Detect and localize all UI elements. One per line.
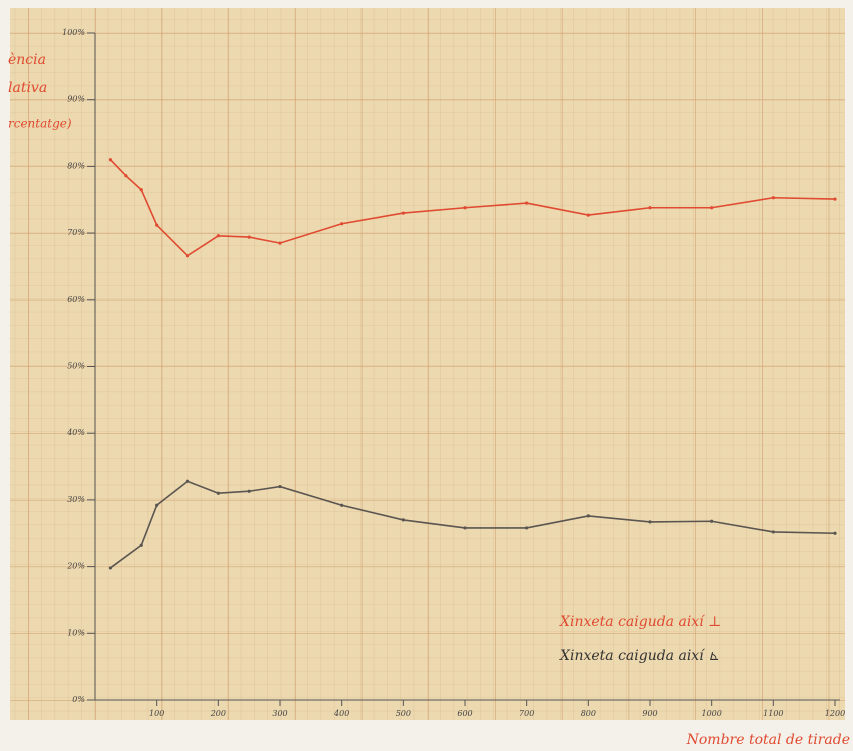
y-tick-label: 60% (67, 295, 85, 304)
y-tick-label: 80% (67, 161, 85, 170)
point (525, 526, 528, 529)
y-tick-label: 40% (66, 428, 85, 437)
point (155, 504, 158, 507)
point (140, 188, 143, 191)
chart: ència lativa rcentatge) Nombre total de … (0, 0, 853, 751)
x-tick-label: 1100 (763, 709, 783, 718)
x-tick-label: 700 (519, 709, 534, 718)
y-tick-label: 50% (67, 362, 85, 371)
point (772, 196, 775, 199)
y-tick-label: 20% (66, 562, 85, 571)
legend-label: Xinxeta caiguda així ⊾ (559, 648, 720, 664)
point (186, 254, 189, 257)
point (248, 236, 251, 239)
x-tick-label: 800 (581, 709, 596, 718)
point (109, 566, 112, 569)
legend-label: Xinxeta caiguda així ⊥ (559, 614, 721, 630)
x-tick-label: 1200 (825, 709, 845, 718)
point (833, 532, 836, 535)
point (710, 520, 713, 523)
point (140, 544, 143, 547)
point (587, 213, 590, 216)
point (278, 242, 281, 245)
point (278, 485, 281, 488)
x-tick-label: 500 (396, 709, 411, 718)
x-tick-label: 300 (272, 709, 287, 718)
point (463, 526, 466, 529)
point (587, 514, 590, 517)
y-tick-label: 10% (67, 628, 85, 637)
y-tick-label: 0% (72, 695, 85, 704)
x-tick-label: 600 (457, 709, 472, 718)
x-tick-label: 200 (210, 709, 226, 718)
x-tick-label: 1000 (701, 709, 721, 718)
x-tick-label: 100 (149, 709, 164, 718)
x-axis-title: Nombre total de tirade (686, 732, 850, 748)
y-tick-label: 90% (67, 95, 85, 104)
x-tick-label: 400 (333, 709, 349, 718)
point (648, 206, 651, 209)
point (217, 234, 220, 237)
point (124, 174, 127, 177)
y-axis-title: lativa (8, 80, 47, 96)
point (248, 490, 251, 493)
x-tick-label: 900 (642, 709, 657, 718)
y-axis-title: rcentatge) (8, 117, 72, 131)
y-tick-label: 30% (67, 495, 85, 504)
point (217, 492, 220, 495)
page: ència lativa rcentatge) Nombre total de … (0, 0, 853, 751)
point (402, 518, 405, 521)
y-tick-label: 70% (67, 228, 85, 237)
point (772, 530, 775, 533)
point (109, 158, 112, 161)
point (186, 480, 189, 483)
point (463, 206, 466, 209)
point (648, 520, 651, 523)
point (155, 223, 158, 226)
point (340, 504, 343, 507)
y-tick-label: 100% (62, 28, 85, 37)
point (402, 211, 405, 214)
point (340, 222, 343, 225)
y-axis-title: ència (8, 52, 46, 68)
point (710, 206, 713, 209)
point (833, 197, 836, 200)
point (525, 201, 528, 204)
